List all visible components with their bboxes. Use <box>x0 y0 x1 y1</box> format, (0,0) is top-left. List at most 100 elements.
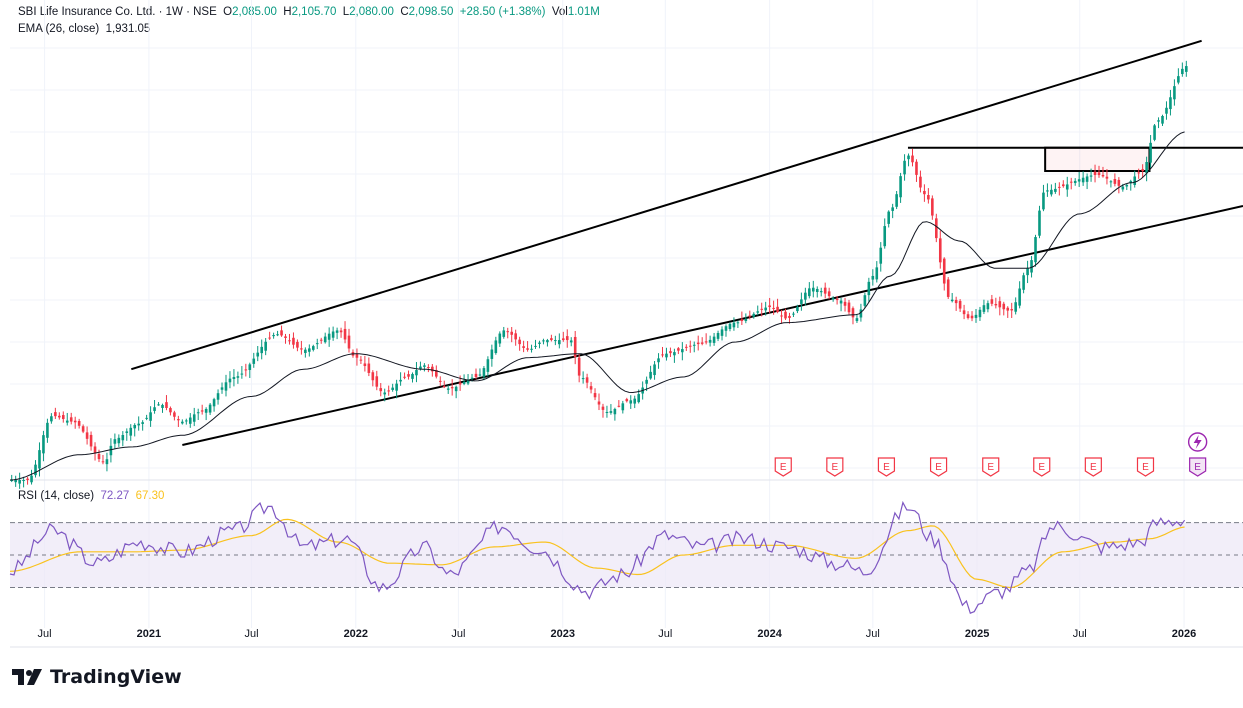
candle <box>740 311 744 326</box>
candle-body <box>883 226 887 247</box>
candle <box>760 302 764 317</box>
earnings-icon[interactable]: E <box>877 457 896 477</box>
candle-body <box>970 315 974 319</box>
candle <box>81 424 85 434</box>
candle-body <box>236 376 240 378</box>
candle <box>681 342 684 361</box>
candle <box>34 460 37 478</box>
candle-body <box>256 352 260 357</box>
candle-body <box>800 299 803 304</box>
candle <box>117 434 121 447</box>
candle-body <box>1149 142 1152 163</box>
candle-body <box>46 422 49 438</box>
candle-body <box>950 299 954 302</box>
rsi-ma-path <box>9 518 1185 589</box>
earnings-icon[interactable]: E <box>774 457 792 477</box>
candle <box>26 476 29 485</box>
candle <box>621 400 625 414</box>
candle-body <box>760 308 764 310</box>
candle <box>30 469 33 485</box>
candle-body <box>593 393 597 398</box>
candle <box>851 306 855 325</box>
candle-body <box>573 336 577 357</box>
candle-body <box>879 247 883 264</box>
tradingview-brand[interactable]: TradingView <box>12 666 182 688</box>
candle <box>1018 281 1021 309</box>
candle-body <box>1030 260 1033 273</box>
lightning-icon[interactable] <box>1187 432 1208 452</box>
candle <box>157 402 160 406</box>
earnings-icon[interactable]: E <box>1084 457 1102 477</box>
candle-body <box>649 371 652 379</box>
candle-body <box>554 340 557 342</box>
candle-body <box>188 417 192 424</box>
candle-body <box>125 431 129 433</box>
earnings-icon[interactable]: E <box>1136 457 1155 477</box>
candle-body <box>192 414 196 422</box>
candle <box>296 339 299 352</box>
candle-body <box>867 281 871 296</box>
candle-body <box>712 336 716 343</box>
candle-body <box>1006 307 1010 311</box>
channel-upper <box>131 39 1202 371</box>
candle <box>192 407 196 427</box>
candle-body <box>1153 125 1156 140</box>
earnings-icon[interactable]: E <box>929 457 948 477</box>
candle <box>986 300 990 313</box>
candle-body <box>395 383 398 391</box>
earnings-icon[interactable]: E <box>982 457 1000 477</box>
candle-body <box>581 378 585 380</box>
candle-body <box>657 358 660 363</box>
candle-body <box>1109 181 1113 183</box>
candle-body <box>819 291 823 293</box>
candle-body <box>899 176 902 198</box>
candle-body <box>938 238 942 263</box>
candle <box>494 336 498 355</box>
candle <box>478 368 482 377</box>
candle <box>228 371 232 389</box>
earnings-icon[interactable]: E <box>1189 457 1207 477</box>
ema-label: EMA (26, close) <box>18 23 100 35</box>
candle <box>704 333 708 345</box>
candle <box>10 474 14 483</box>
candle <box>252 352 256 368</box>
earnings-icon[interactable]: E <box>1033 457 1051 477</box>
candle <box>800 292 803 311</box>
candle-body <box>359 359 363 361</box>
candle-body <box>673 352 676 356</box>
candle-body <box>77 420 81 426</box>
ema-legend[interactable]: EMA (26, close) 1,931.05 <box>18 23 150 35</box>
candle <box>752 312 756 319</box>
candle-body <box>796 306 799 312</box>
earnings-icon[interactable]: E <box>826 457 844 477</box>
rsi-legend[interactable]: RSI (14, close) 72.27 67.30 <box>18 490 164 502</box>
candle <box>300 340 303 355</box>
earnings-icon-glyph: E <box>1038 462 1045 473</box>
candle <box>391 383 394 392</box>
candle-body <box>486 359 490 372</box>
candle <box>946 277 950 299</box>
symbol-label[interactable]: SBI Life Insurance Co. Ltd. · 1W · NSE <box>18 6 217 18</box>
candle <box>919 170 922 193</box>
candle-body <box>407 374 410 377</box>
candle-body <box>1058 186 1061 188</box>
candle-body <box>1113 179 1117 184</box>
candle-body <box>478 374 482 376</box>
candle <box>1022 272 1025 294</box>
candle-body <box>752 313 756 317</box>
candle <box>133 423 137 437</box>
candle-body <box>974 314 978 318</box>
trendlines[interactable] <box>131 39 1243 446</box>
candle <box>605 405 609 418</box>
candle-body <box>919 176 922 188</box>
candle <box>978 306 982 321</box>
candle-body <box>308 348 311 352</box>
candle-body <box>784 311 787 319</box>
candle-body <box>708 339 712 343</box>
candle <box>927 188 930 204</box>
candle-body <box>252 358 256 364</box>
candle <box>1153 123 1156 142</box>
candle <box>994 297 998 309</box>
